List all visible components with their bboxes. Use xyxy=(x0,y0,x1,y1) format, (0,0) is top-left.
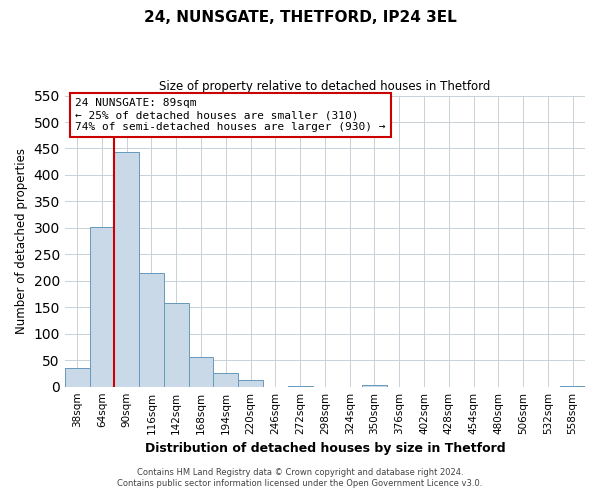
Bar xyxy=(164,303,188,386)
Bar xyxy=(238,380,263,386)
Bar xyxy=(139,273,164,386)
Text: 24, NUNSGATE, THETFORD, IP24 3EL: 24, NUNSGATE, THETFORD, IP24 3EL xyxy=(143,10,457,25)
Text: 24 NUNSGATE: 89sqm
← 25% of detached houses are smaller (310)
74% of semi-detach: 24 NUNSGATE: 89sqm ← 25% of detached hou… xyxy=(75,98,386,132)
Bar xyxy=(188,356,214,386)
Bar xyxy=(115,152,139,386)
Bar xyxy=(362,385,387,386)
Bar xyxy=(65,368,89,386)
Bar xyxy=(214,373,238,386)
Title: Size of property relative to detached houses in Thetford: Size of property relative to detached ho… xyxy=(159,80,491,93)
Y-axis label: Number of detached properties: Number of detached properties xyxy=(15,148,28,334)
Text: Contains HM Land Registry data © Crown copyright and database right 2024.
Contai: Contains HM Land Registry data © Crown c… xyxy=(118,468,482,487)
X-axis label: Distribution of detached houses by size in Thetford: Distribution of detached houses by size … xyxy=(145,442,505,455)
Bar xyxy=(89,227,115,386)
